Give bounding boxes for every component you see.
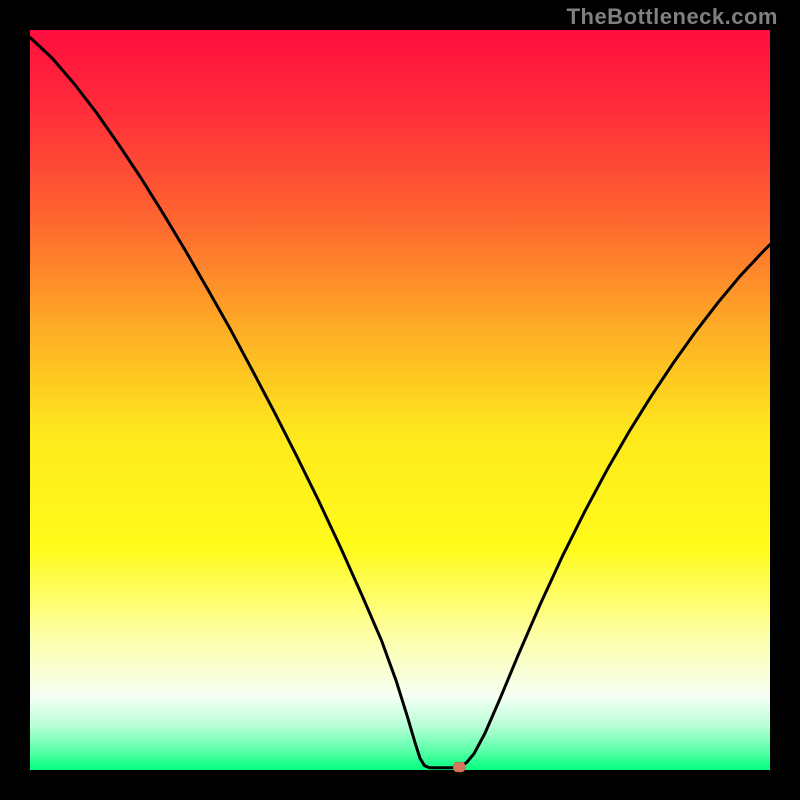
optimal-point-marker	[453, 762, 465, 772]
bottleneck-curve	[30, 37, 770, 767]
plot-overlay	[0, 0, 800, 800]
watermark-text: TheBottleneck.com	[567, 4, 778, 30]
